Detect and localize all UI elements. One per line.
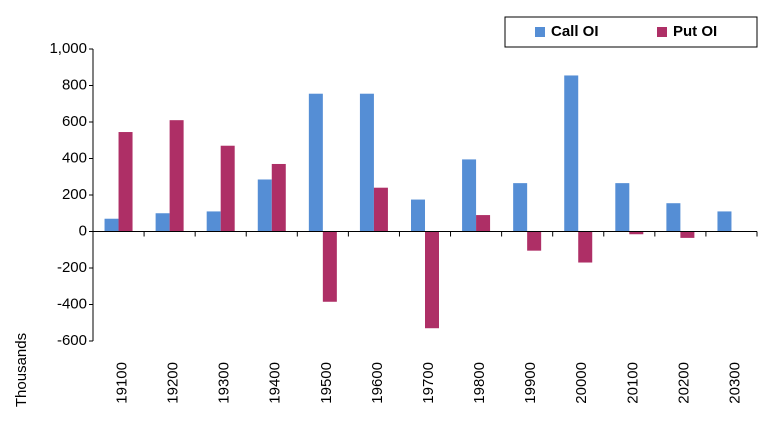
y-tick-label: 0: [79, 222, 87, 239]
x-tick-label: 19900: [522, 362, 539, 404]
bar: [578, 231, 593, 263]
bar: [564, 75, 579, 232]
bar: [271, 163, 286, 232]
y-tick-label: -600: [57, 332, 87, 349]
x-tick-label: 20200: [675, 362, 692, 404]
x-tick-label: 19700: [420, 362, 437, 404]
x-tick-label: 19200: [165, 362, 182, 404]
y-tick-label: -200: [57, 259, 87, 276]
y-tick-label: 1,000: [49, 40, 87, 57]
x-tick-label: 19300: [216, 362, 233, 404]
bar: [615, 183, 630, 232]
x-tick-label: 19800: [471, 362, 488, 404]
bar: [527, 231, 542, 251]
y-tick-label: 400: [62, 149, 87, 166]
x-tick-label: 19500: [318, 362, 335, 404]
y-tick-label: 600: [62, 113, 87, 130]
bar: [476, 215, 491, 232]
bar: [629, 231, 644, 235]
legend-label: Put OI: [673, 23, 717, 40]
bar: [666, 203, 681, 232]
bar: [308, 93, 323, 232]
bar: [104, 218, 119, 232]
x-tick-label: 19400: [267, 362, 284, 404]
bar: [425, 231, 439, 329]
x-tick-label: 19600: [369, 362, 386, 404]
y-axis-label: Thousands: [13, 333, 30, 407]
bar: [373, 187, 388, 232]
legend-label: Call OI: [551, 23, 599, 40]
bar: [322, 231, 337, 302]
bar: [257, 179, 272, 232]
bar: [155, 213, 170, 232]
bar: [220, 145, 235, 232]
bar: [717, 211, 732, 232]
legend-box: [504, 16, 758, 48]
bar: [680, 231, 695, 238]
bar: [513, 183, 528, 232]
legend-swatch: [535, 27, 545, 37]
bar: [411, 199, 425, 232]
x-tick-label: 20000: [573, 362, 590, 404]
y-tick-label: 200: [62, 186, 87, 203]
x-tick-label: 20100: [624, 362, 641, 404]
legend-swatch: [657, 27, 667, 37]
bar: [118, 132, 133, 232]
y-tick-label: 800: [62, 76, 87, 93]
bar: [462, 159, 477, 232]
bar: [359, 93, 374, 232]
x-tick-label: 20300: [726, 362, 743, 404]
bar: [206, 211, 221, 232]
bar: [169, 120, 184, 232]
y-tick-label: -400: [57, 295, 87, 312]
x-tick-label: 19100: [114, 362, 131, 404]
